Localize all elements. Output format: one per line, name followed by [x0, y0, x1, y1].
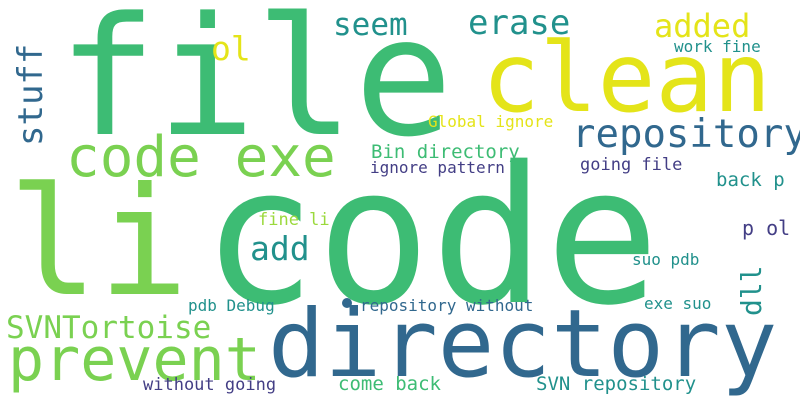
- dot-mark: [342, 298, 352, 308]
- word-prevent: prevent: [8, 325, 261, 395]
- word-suo-pdb: suo pdb: [632, 250, 700, 269]
- word-come-back: come back: [338, 373, 441, 395]
- word-exe-suo: exe suo: [644, 294, 712, 313]
- word-ol: ol: [211, 29, 251, 68]
- word-code-exe: code exe: [66, 125, 336, 190]
- word-ignore-pattern: ignore pattern: [370, 158, 505, 177]
- word-back-p: back p: [716, 169, 785, 191]
- word-bin-directory: Bin directory: [371, 141, 520, 163]
- word-stuff: stuff: [11, 43, 51, 146]
- word-pdb-debug: pdb Debug: [188, 296, 275, 315]
- word-dll: dll: [735, 265, 768, 316]
- word-fine-li: fine li: [258, 210, 330, 230]
- word-repository-without: repository without: [360, 296, 534, 315]
- word-add: add: [250, 229, 310, 268]
- word-svn-repository: SVN repository: [536, 373, 697, 395]
- word-file: file: [58, 0, 453, 173]
- word-erase: erase: [468, 3, 571, 43]
- word-repository: repository: [572, 112, 800, 157]
- word-added: added: [654, 7, 751, 45]
- word-code: code: [202, 126, 660, 347]
- word-clean: clean: [482, 22, 771, 134]
- word-p-ol: p ol: [742, 216, 791, 240]
- word-going-file: going file: [580, 155, 683, 175]
- word-svntortoise: SVNTortoise: [6, 310, 212, 346]
- word-without-going: without going: [143, 375, 277, 395]
- word-directory: directory: [268, 290, 778, 399]
- word-seem: seem: [333, 7, 408, 43]
- word-li: li: [8, 156, 189, 330]
- word-global-ignore: Global ignore: [428, 112, 554, 131]
- word-work-fine: work fine: [674, 37, 761, 56]
